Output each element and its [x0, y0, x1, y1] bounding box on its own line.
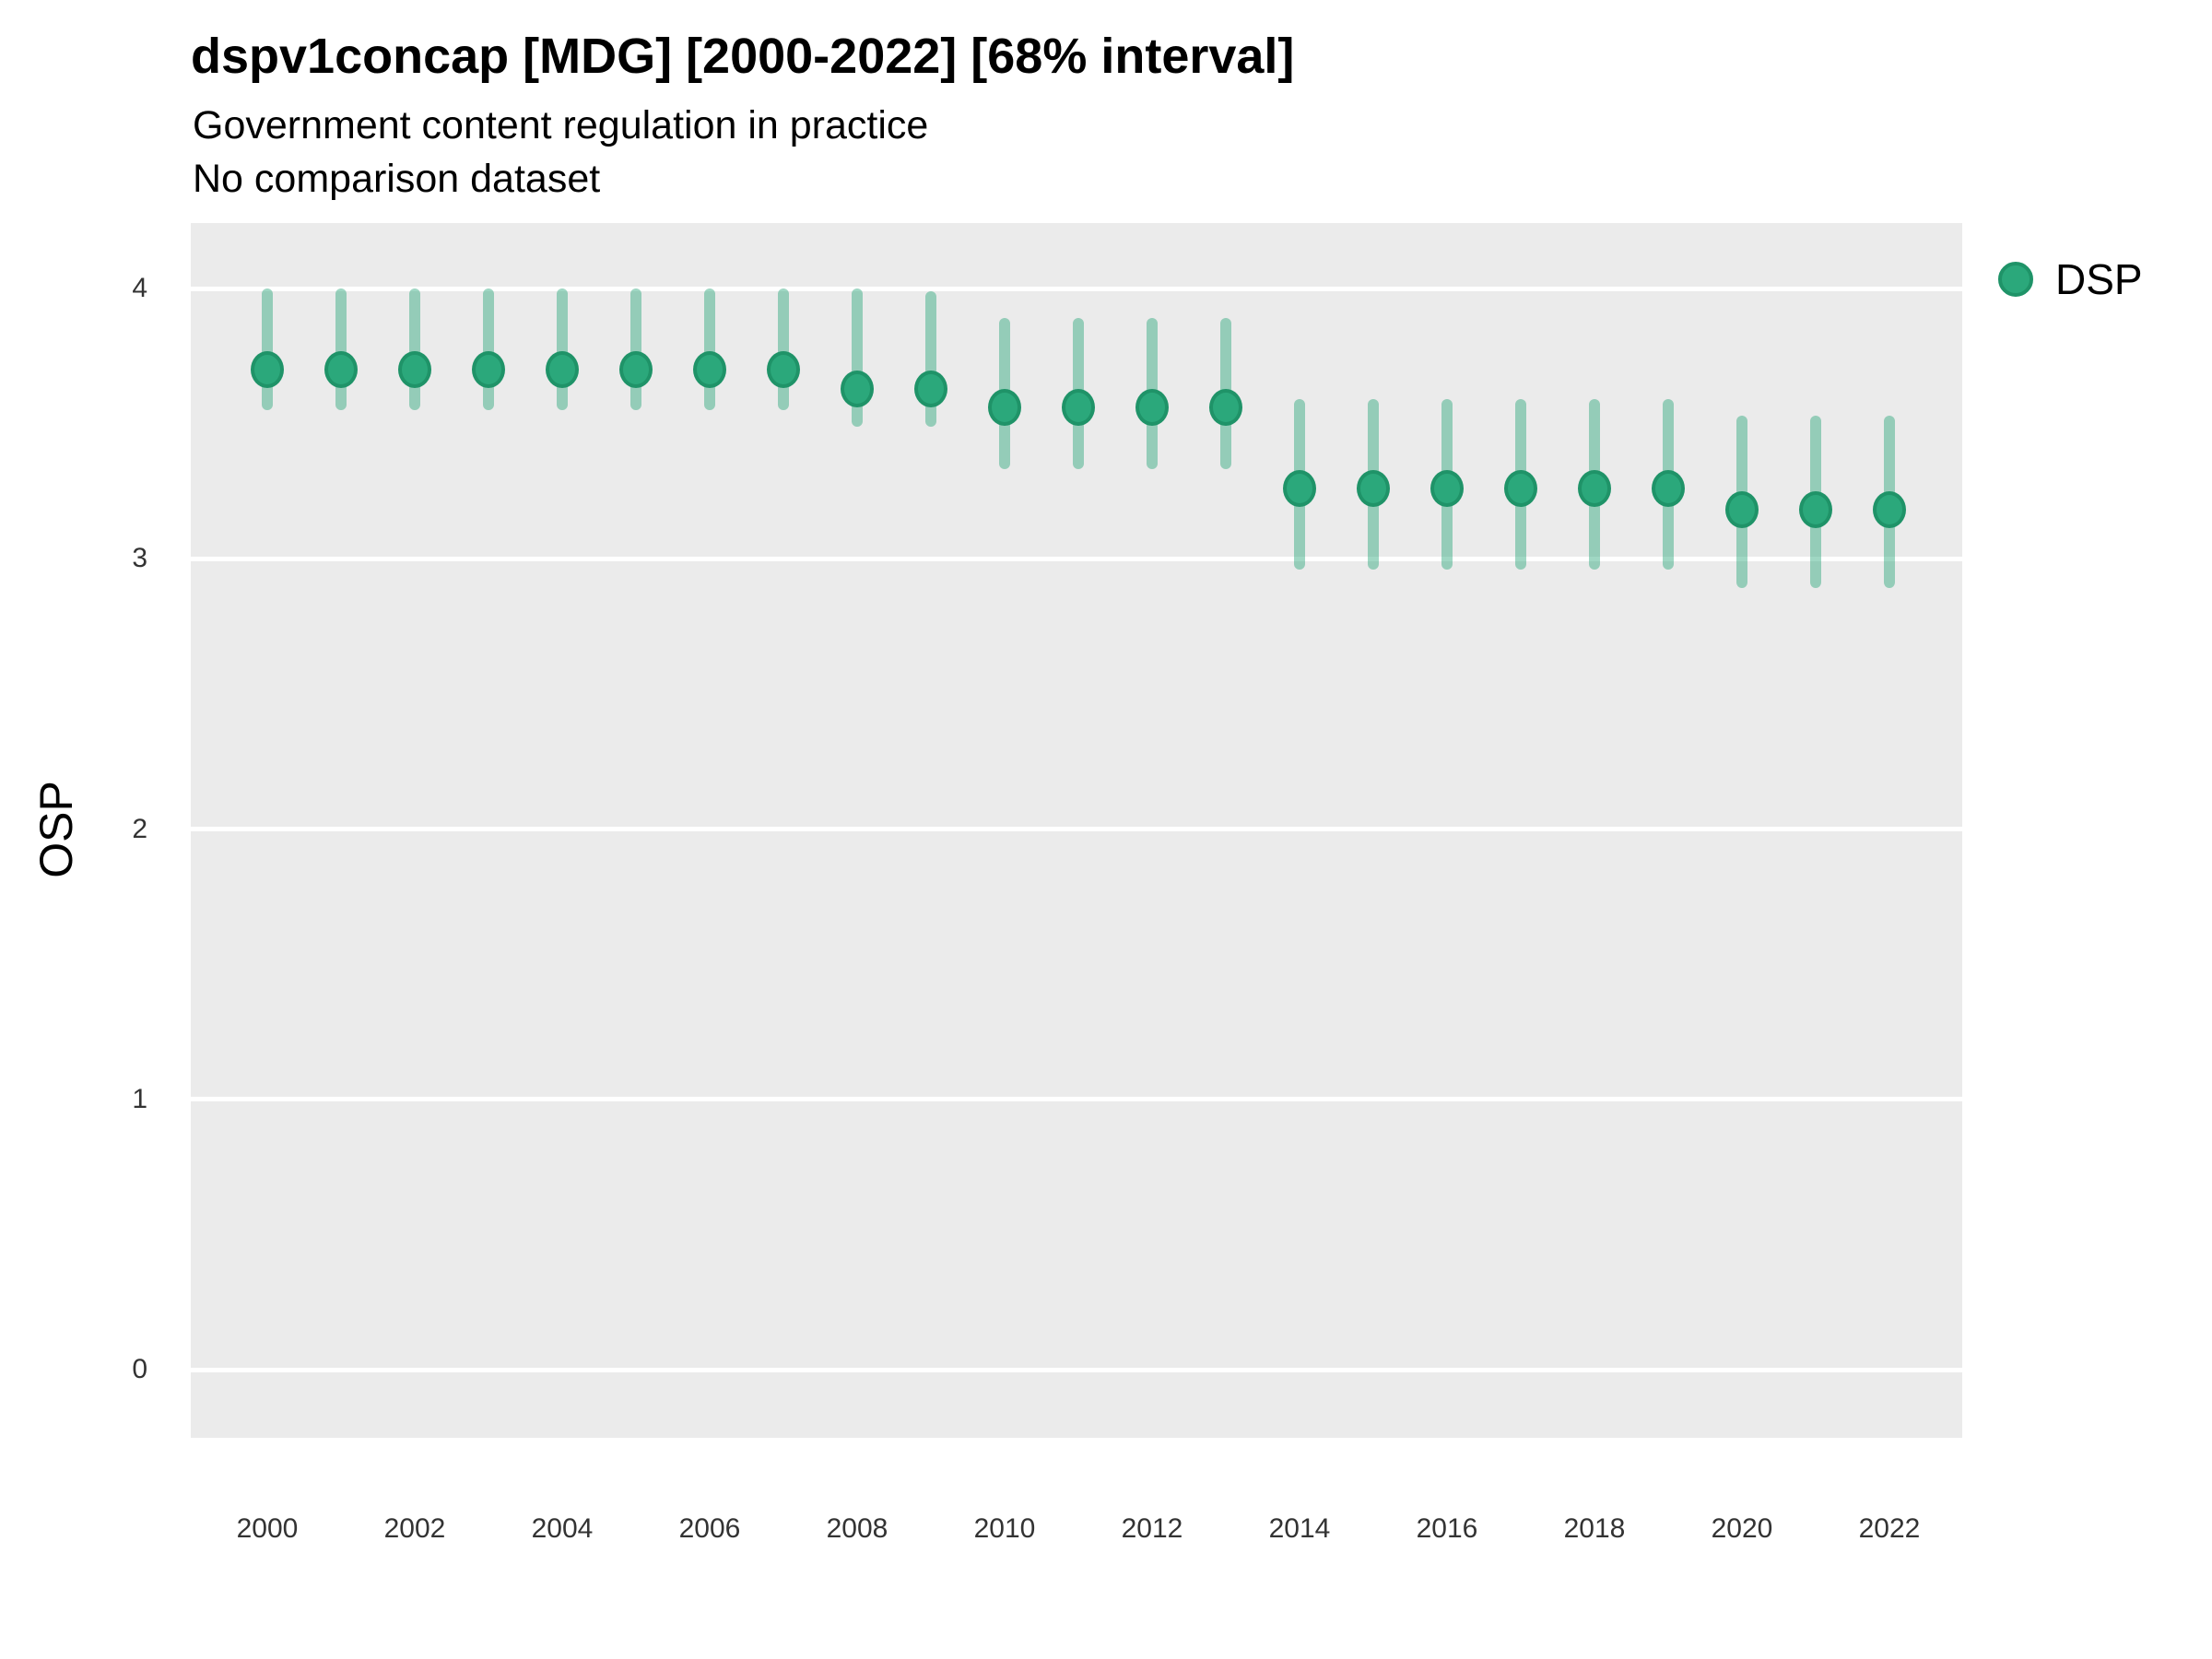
x-tick-label: 2016 — [1416, 1513, 1478, 1544]
data-point — [914, 370, 947, 407]
x-tick-label: 2002 — [383, 1513, 446, 1544]
x-tick-label: 2018 — [1563, 1513, 1626, 1544]
x-tick-label: 2000 — [236, 1513, 299, 1544]
data-point — [398, 350, 431, 388]
data-point — [1135, 389, 1169, 427]
data-point — [988, 389, 1021, 427]
x-tick-label: 2020 — [1711, 1513, 1773, 1544]
interval-bar — [262, 288, 273, 410]
x-tick-label: 2010 — [973, 1513, 1036, 1544]
data-point — [1357, 470, 1390, 507]
data-point — [546, 350, 579, 388]
data-point — [324, 350, 358, 388]
gridline-y-3 — [191, 556, 1962, 561]
gridline-y-0 — [191, 1367, 1962, 1372]
interval-bar — [630, 288, 641, 410]
data-point — [619, 350, 653, 388]
interval-bar — [483, 288, 494, 410]
data-point — [693, 350, 726, 388]
data-point — [1283, 470, 1316, 507]
legend-label: DSP — [2055, 255, 2143, 303]
interval-bar — [704, 288, 715, 410]
data-point — [1209, 389, 1242, 427]
legend: DSP — [1998, 254, 2143, 304]
data-point — [251, 350, 284, 388]
interval-bar — [778, 288, 789, 410]
y-tick-label: 0 — [132, 1354, 147, 1384]
y-tick-label: 3 — [132, 543, 147, 574]
y-axis-title: OSP — [29, 781, 82, 878]
chart-comparison-note: No comparison dataset — [193, 157, 601, 201]
x-tick-label: 2022 — [1858, 1513, 1921, 1544]
interval-bar — [335, 288, 347, 410]
chart-subtitle: Government content regulation in practic… — [193, 103, 929, 147]
data-point — [1652, 470, 1685, 507]
chart-title: dspv1concap [MDG] [2000-2022] [68% inter… — [191, 29, 1295, 84]
data-point — [1873, 491, 1906, 529]
data-point — [767, 350, 800, 388]
y-tick-label: 4 — [132, 273, 147, 303]
x-tick-label: 2006 — [678, 1513, 741, 1544]
data-point — [841, 370, 874, 407]
data-point — [1062, 389, 1095, 427]
data-point — [472, 350, 505, 388]
plot-panel — [191, 223, 1962, 1438]
gridline-y-4 — [191, 286, 1962, 291]
data-point — [1578, 470, 1611, 507]
x-tick-label: 2012 — [1121, 1513, 1183, 1544]
data-point — [1725, 491, 1759, 529]
legend-dot-icon — [1998, 262, 2033, 297]
x-tick-label: 2004 — [531, 1513, 594, 1544]
x-tick-label: 2014 — [1268, 1513, 1331, 1544]
y-tick-label: 1 — [132, 1083, 147, 1114]
data-point — [1504, 470, 1537, 507]
interval-bar — [409, 288, 420, 410]
y-tick-label: 2 — [132, 813, 147, 844]
gridline-y-2 — [191, 827, 1962, 831]
interval-bar — [557, 288, 568, 410]
data-point — [1430, 470, 1464, 507]
x-tick-label: 2008 — [826, 1513, 888, 1544]
data-point — [1799, 491, 1832, 529]
gridline-y-1 — [191, 1097, 1962, 1102]
